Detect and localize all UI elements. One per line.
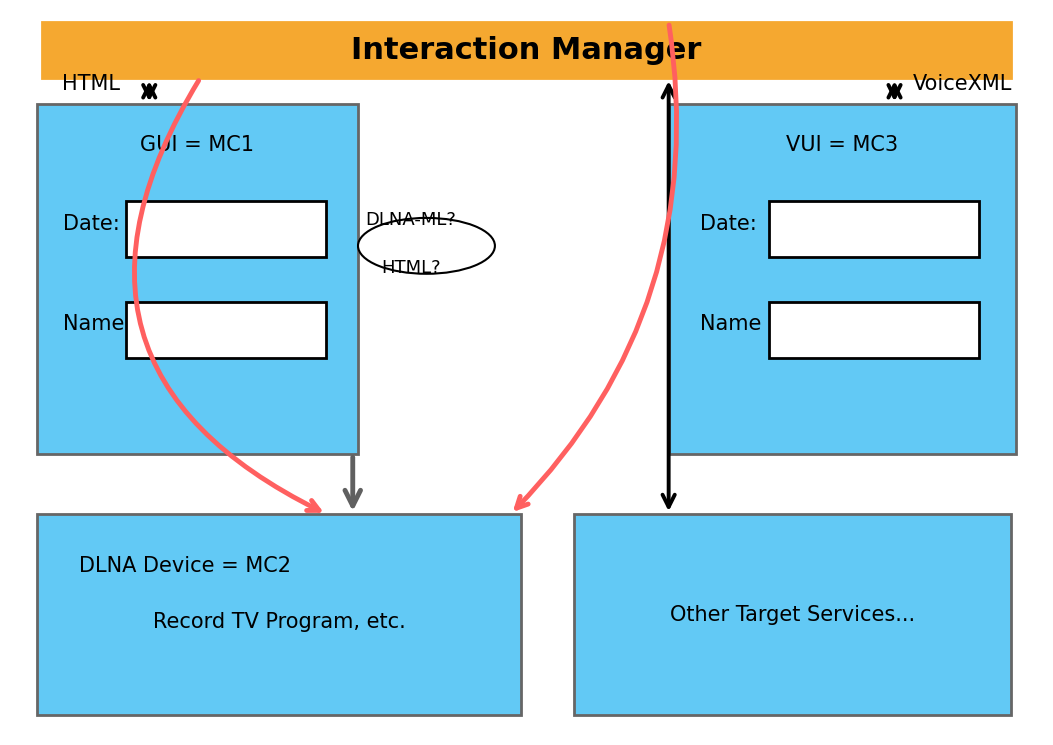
Text: HTML: HTML (62, 74, 120, 94)
FancyBboxPatch shape (37, 104, 358, 454)
Text: DLNA-ML?: DLNA-ML? (365, 211, 456, 229)
Text: Date:: Date: (63, 214, 120, 233)
FancyBboxPatch shape (574, 514, 1011, 715)
FancyBboxPatch shape (37, 514, 521, 715)
Text: Name: Name (63, 314, 124, 334)
Text: Record TV Program, etc.: Record TV Program, etc. (153, 612, 405, 632)
Text: Name: Name (700, 314, 761, 334)
Text: VoiceXML: VoiceXML (913, 74, 1013, 94)
Text: Interaction Manager: Interaction Manager (352, 36, 701, 65)
FancyBboxPatch shape (126, 201, 326, 257)
FancyBboxPatch shape (769, 302, 979, 358)
Text: Other Target Services...: Other Target Services... (670, 605, 915, 624)
FancyBboxPatch shape (669, 104, 1016, 454)
Ellipse shape (358, 218, 495, 274)
Text: HTML?: HTML? (381, 259, 440, 277)
Text: GUI = MC1: GUI = MC1 (140, 136, 255, 155)
Text: DLNA Device = MC2: DLNA Device = MC2 (79, 557, 291, 576)
FancyBboxPatch shape (769, 201, 979, 257)
Text: VUI = MC3: VUI = MC3 (787, 136, 898, 155)
FancyBboxPatch shape (42, 22, 1011, 78)
FancyBboxPatch shape (126, 302, 326, 358)
Text: Date:: Date: (700, 214, 757, 233)
